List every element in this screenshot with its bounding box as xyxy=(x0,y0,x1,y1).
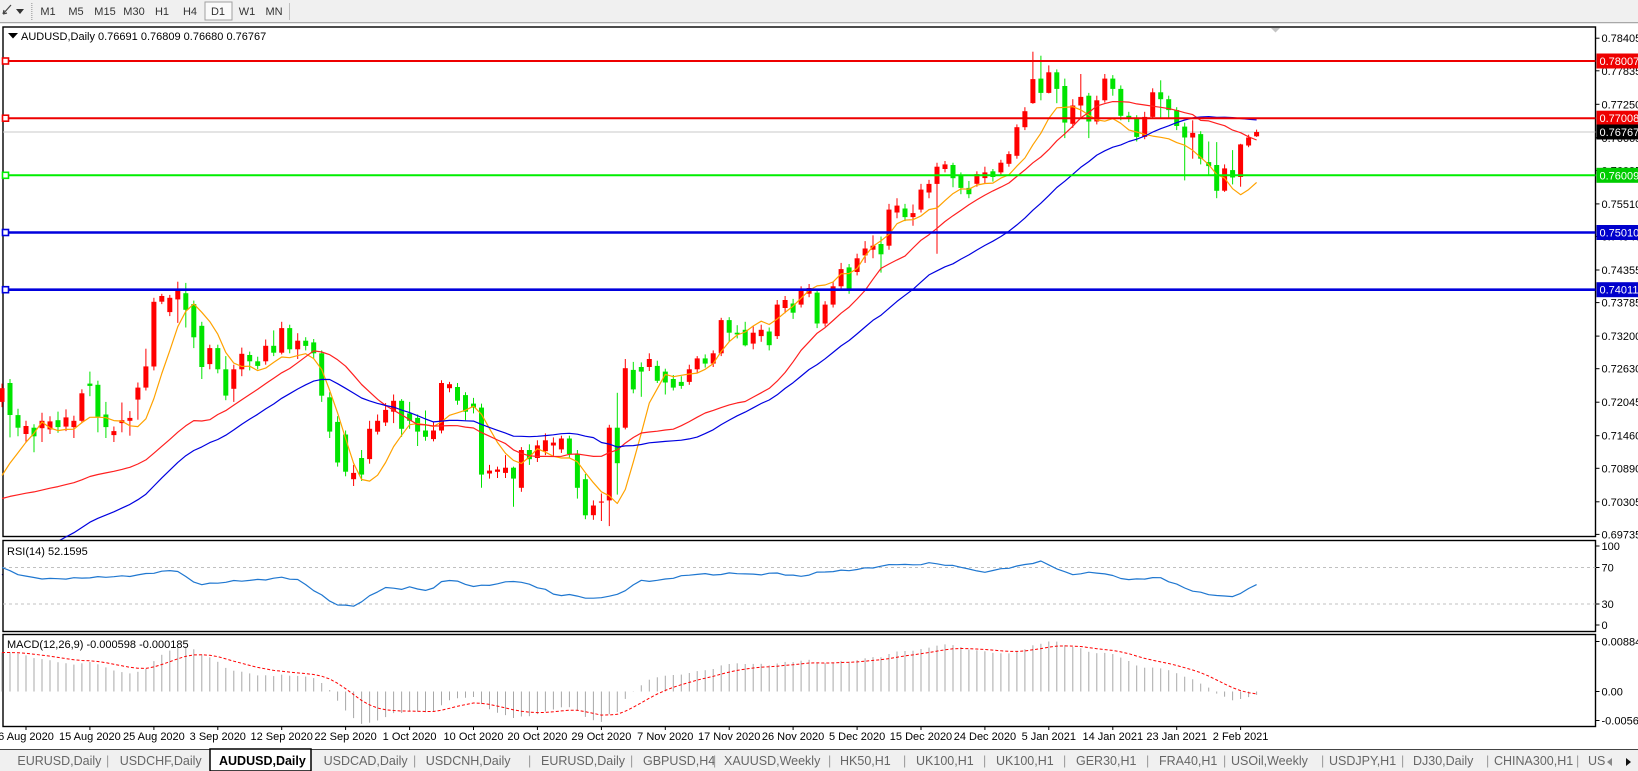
svg-text:GER30,H1: GER30,H1 xyxy=(1076,754,1136,768)
svg-text:UK100,H1: UK100,H1 xyxy=(996,754,1054,768)
svg-text:FRA40,H1: FRA40,H1 xyxy=(1159,754,1217,768)
svg-text:H4: H4 xyxy=(183,6,197,18)
svg-text:6 Aug 2020: 6 Aug 2020 xyxy=(0,731,54,743)
svg-text:0.00884: 0.00884 xyxy=(1602,637,1638,649)
svg-text:|: | xyxy=(1321,754,1324,768)
svg-text:|: | xyxy=(1063,754,1066,768)
svg-text:XAUUSD,Weekly: XAUUSD,Weekly xyxy=(724,754,821,768)
svg-text:0: 0 xyxy=(1602,620,1608,632)
svg-text:17 Nov 2020: 17 Nov 2020 xyxy=(698,731,760,743)
svg-text:|: | xyxy=(413,754,416,768)
svg-text:10 Oct 2020: 10 Oct 2020 xyxy=(444,731,504,743)
svg-text:23 Jan 2021: 23 Jan 2021 xyxy=(1146,731,1207,743)
svg-text:DJ30,Daily: DJ30,Daily xyxy=(1413,754,1474,768)
svg-text:H1: H1 xyxy=(155,6,169,18)
svg-text:0.77250: 0.77250 xyxy=(1602,99,1638,111)
svg-text:7 Nov 2020: 7 Nov 2020 xyxy=(637,731,693,743)
svg-text:0.72045: 0.72045 xyxy=(1602,397,1638,409)
svg-text:5 Jan 2021: 5 Jan 2021 xyxy=(1022,731,1076,743)
svg-text:70: 70 xyxy=(1602,563,1614,575)
svg-text:3 Sep 2020: 3 Sep 2020 xyxy=(190,731,246,743)
svg-text:USDCAD,Daily: USDCAD,Daily xyxy=(324,754,409,768)
svg-text:|: | xyxy=(713,754,716,768)
svg-text:|: | xyxy=(983,754,986,768)
svg-text:29 Oct 2020: 29 Oct 2020 xyxy=(571,731,631,743)
svg-text:0.70305: 0.70305 xyxy=(1602,497,1638,509)
svg-text:5 Dec 2020: 5 Dec 2020 xyxy=(829,731,885,743)
svg-text:|: | xyxy=(828,754,831,768)
svg-text:|: | xyxy=(1223,754,1226,768)
svg-text:M30: M30 xyxy=(123,6,144,18)
svg-text:0.73200: 0.73200 xyxy=(1602,331,1638,343)
svg-text:0.69735: 0.69735 xyxy=(1602,529,1638,541)
svg-text:25 Aug 2020: 25 Aug 2020 xyxy=(123,731,185,743)
svg-text:USOil,Weekly: USOil,Weekly xyxy=(1231,754,1309,768)
svg-text:15 Aug 2020: 15 Aug 2020 xyxy=(59,731,121,743)
svg-text:M15: M15 xyxy=(94,6,115,18)
svg-text:GBPUSD,H4: GBPUSD,H4 xyxy=(643,754,715,768)
svg-text:0.75510: 0.75510 xyxy=(1602,199,1638,211)
svg-text:26 Nov 2020: 26 Nov 2020 xyxy=(762,731,824,743)
svg-text:0.74355: 0.74355 xyxy=(1602,265,1638,277)
svg-text:RSI(14) 52.1595: RSI(14) 52.1595 xyxy=(7,546,88,558)
svg-text:0.73785: 0.73785 xyxy=(1602,298,1638,310)
svg-text:2 Feb 2021: 2 Feb 2021 xyxy=(1213,731,1269,743)
svg-text:M1: M1 xyxy=(40,6,55,18)
svg-text:-0.005651: -0.005651 xyxy=(1602,716,1638,728)
svg-text:AUDUSD,Daily: AUDUSD,Daily xyxy=(219,754,306,768)
svg-text:14 Jan 2021: 14 Jan 2021 xyxy=(1083,731,1144,743)
svg-text:12 Sep 2020: 12 Sep 2020 xyxy=(251,731,313,743)
svg-text:100: 100 xyxy=(1602,541,1620,553)
svg-text:0.76767: 0.76767 xyxy=(1600,127,1638,139)
svg-text:|: | xyxy=(1146,754,1149,768)
svg-text:UK100,H1: UK100,H1 xyxy=(916,754,974,768)
svg-text:MACD(12,26,9) -0.000598 -0.000: MACD(12,26,9) -0.000598 -0.000185 xyxy=(7,639,189,651)
svg-text:1 Oct 2020: 1 Oct 2020 xyxy=(383,731,437,743)
svg-text:0.77835: 0.77835 xyxy=(1602,66,1638,78)
svg-text:24 Dec 2020: 24 Dec 2020 xyxy=(954,731,1016,743)
svg-text:20 Oct 2020: 20 Oct 2020 xyxy=(507,731,567,743)
svg-text:0.71460: 0.71460 xyxy=(1602,431,1638,443)
svg-text:|: | xyxy=(106,754,109,768)
svg-text:EURUSD,Daily: EURUSD,Daily xyxy=(17,754,102,768)
svg-text:0.78405: 0.78405 xyxy=(1602,33,1638,45)
svg-text:22 Sep 2020: 22 Sep 2020 xyxy=(314,731,376,743)
svg-text:MN: MN xyxy=(265,6,282,18)
svg-text:15 Dec 2020: 15 Dec 2020 xyxy=(890,731,952,743)
svg-text:D1: D1 xyxy=(211,6,225,18)
svg-text:|: | xyxy=(528,754,531,768)
svg-text:EURUSD,Daily: EURUSD,Daily xyxy=(541,754,626,768)
svg-text:USDCNH,Daily: USDCNH,Daily xyxy=(426,754,511,768)
svg-text:0.75010: 0.75010 xyxy=(1600,228,1638,240)
svg-text:USDJPY,H1: USDJPY,H1 xyxy=(1329,754,1396,768)
svg-text:0.72630: 0.72630 xyxy=(1602,364,1638,376)
svg-text:0.00: 0.00 xyxy=(1602,687,1623,699)
svg-text:W1: W1 xyxy=(239,6,256,18)
svg-text:0.76009: 0.76009 xyxy=(1600,170,1638,182)
svg-text:|: | xyxy=(903,754,906,768)
svg-text:0.70890: 0.70890 xyxy=(1602,463,1638,475)
svg-text:US: US xyxy=(1588,754,1605,768)
svg-text:0.78007: 0.78007 xyxy=(1600,56,1638,68)
svg-text:|: | xyxy=(630,754,633,768)
svg-text:USDCHF,Daily: USDCHF,Daily xyxy=(120,754,203,768)
svg-text:CHINA300,H1: CHINA300,H1 xyxy=(1494,754,1573,768)
svg-text:|: | xyxy=(1401,754,1404,768)
svg-text:|: | xyxy=(1576,754,1579,768)
svg-text:0.74011: 0.74011 xyxy=(1600,285,1638,297)
svg-text:0.77008: 0.77008 xyxy=(1600,113,1638,125)
svg-text:AUDUSD,Daily 0.76691 0.76809: AUDUSD,Daily 0.76691 0.76809 0.76680 0.7… xyxy=(21,31,266,43)
svg-text:30: 30 xyxy=(1602,599,1614,611)
svg-text:M5: M5 xyxy=(68,6,83,18)
svg-text:|: | xyxy=(1486,754,1489,768)
svg-text:HK50,H1: HK50,H1 xyxy=(840,754,891,768)
